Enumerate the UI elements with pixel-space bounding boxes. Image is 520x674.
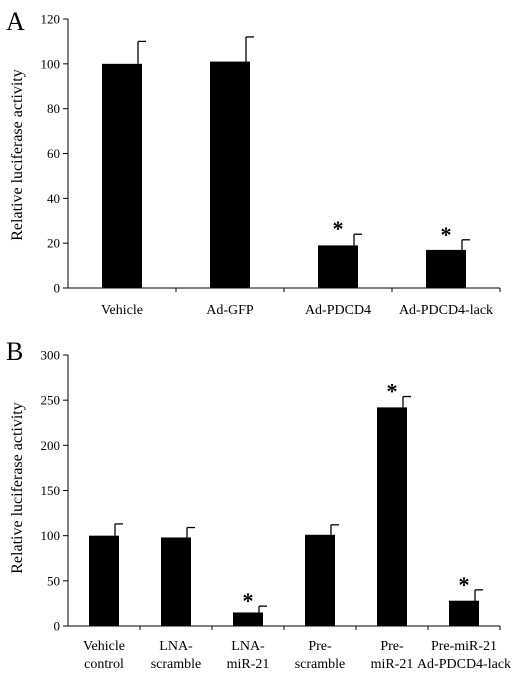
- panel-b-significance-marker: *: [387, 379, 398, 404]
- panel-b-category-label: Pre-scramble: [295, 639, 346, 672]
- panel-a-category-label-line: Ad-PDCD4: [305, 303, 371, 318]
- panel-a: A Relative luciferase activity 0 20 40 60 80…: [6, 7, 501, 318]
- panel-b-letter: B: [6, 337, 23, 366]
- panel-a-y-tick-label: 80: [47, 101, 60, 116]
- panel-a-category-label: Ad-PDCD4-lack: [399, 303, 493, 318]
- panel-b-category-label-line: Pre-miR-21: [431, 639, 497, 654]
- panel-b-category-label-line: miR-21: [227, 657, 270, 672]
- panel-a-category-label-line: Ad-GFP: [206, 303, 254, 318]
- panel-a-y-tick-label: 20: [47, 236, 60, 251]
- panel-a-letter: A: [6, 7, 25, 36]
- panel-b-bar: [449, 600, 479, 626]
- panel-b-category-label-line: LNA-: [159, 639, 193, 654]
- panel-a-bar: [102, 63, 142, 289]
- panel-b-y-tick-label: 50: [47, 573, 60, 588]
- panel-b-significance-marker: *: [243, 588, 254, 613]
- panel-b-category-label-line: Pre-: [308, 639, 332, 654]
- panel-b-category-label: Vehicle control: [83, 639, 125, 672]
- panel-b-bar: [305, 534, 335, 626]
- panel-a-significance-marker: *: [333, 216, 344, 241]
- panel-b-bar: [233, 612, 263, 626]
- panel-b-category-label-line: control: [84, 657, 124, 672]
- panel-b-category-label-line: miR-21: [371, 657, 414, 672]
- panel-a-y-tick-label: 60: [47, 146, 60, 161]
- panel-b-category-label-line: Vehicle: [83, 639, 125, 654]
- panel-b-y-tick-label: 300: [41, 348, 61, 363]
- panel-a-category-label: Ad-GFP: [206, 303, 254, 318]
- panel-b-y-tick-label: 250: [41, 393, 61, 408]
- panel-b-y-tick-label: 150: [41, 483, 61, 498]
- panel-a-bar: [210, 61, 250, 288]
- panel-b-category-label: Pre-miR-21: [371, 639, 414, 672]
- panel-a-category-label: Ad-PDCD4: [305, 303, 371, 318]
- panel-b-bar: [377, 407, 407, 626]
- panel-a-bar: [318, 245, 358, 288]
- panel-b-bar: [161, 537, 191, 626]
- panel-a-category-label: Vehicle: [101, 303, 143, 318]
- panel-b-category-label: LNA-miR-21: [227, 639, 270, 672]
- panel-a-y-tick-label: 40: [47, 191, 60, 206]
- panel-b-y-tick-label: 0: [54, 619, 61, 634]
- panel-a-y-tick-label: 120: [41, 12, 61, 27]
- panel-b-category-label-line: LNA-: [231, 639, 265, 654]
- panel-b-category-label-line: Ad-PDCD4-lack: [417, 657, 511, 672]
- panel-a-significance-marker: *: [441, 222, 452, 247]
- panel-a-y-axis-label: Relative luciferase activity: [9, 69, 26, 240]
- panel-a-y-tick-label: 100: [41, 56, 61, 71]
- panel-b-y-axis-label: Relative luciferase activity: [9, 402, 26, 573]
- panel-b-category-label-line: Pre-: [380, 639, 404, 654]
- panel-a-category-label-line: Vehicle: [101, 303, 143, 318]
- panel-b-significance-marker: *: [459, 572, 470, 597]
- panel-b-category-label: LNA-scramble: [151, 639, 202, 672]
- panel-b-category-label: Pre-miR-21 Ad-PDCD4-lack: [417, 639, 511, 672]
- panel-a-category-label-line: Ad-PDCD4-lack: [399, 303, 493, 318]
- panel-b-y-tick-label: 200: [41, 438, 61, 453]
- panel-b-category-label-line: scramble: [295, 657, 346, 672]
- panel-b-bar: [89, 535, 119, 626]
- panel-a-bar: [426, 249, 466, 288]
- panel-a-y-tick-label: 0: [54, 281, 61, 296]
- panel-b-y-tick-label: 100: [41, 528, 61, 543]
- panel-b-category-label-line: scramble: [151, 657, 202, 672]
- panel-b: B Relative luciferase activity 0 50 100 150…: [6, 337, 511, 672]
